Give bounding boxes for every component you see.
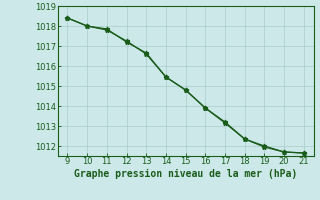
X-axis label: Graphe pression niveau de la mer (hPa): Graphe pression niveau de la mer (hPa) (74, 169, 297, 179)
